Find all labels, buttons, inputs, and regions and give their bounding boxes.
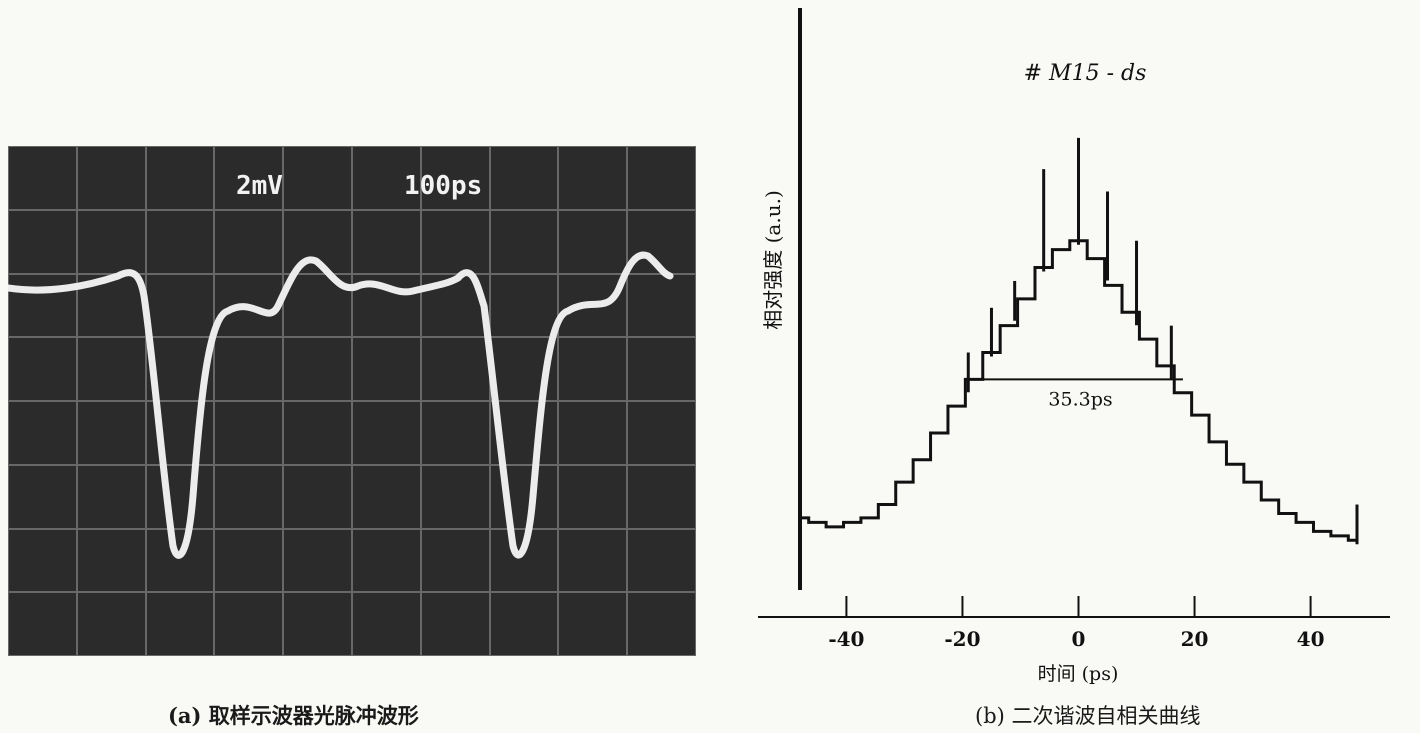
x-tick-label: -40 (828, 627, 864, 651)
pulse-waveform (8, 251, 674, 559)
oscilloscope-grid (8, 146, 696, 656)
autocorrelation-chart: -40 -20 0 20 40 35.3ps # M15 - ds 时间 (ps) 相对… (758, 8, 1390, 685)
chart-annotation: 35.3ps (978, 378, 1183, 410)
chart-spikes (966, 137, 1359, 545)
y-axis-label: 相对强度 (a.u.) (761, 190, 785, 329)
chart-title: # M15 - ds (1024, 61, 1147, 86)
oscilloscope-photo: 2mV 100ps (8, 146, 696, 656)
caption-b: (b) 二次谐波自相关曲线 (975, 704, 1201, 728)
chart-axes (758, 8, 1390, 618)
x-tick-label: 20 (1181, 627, 1209, 651)
scope-label-voltage: 2mV (236, 171, 283, 201)
scope-label-time: 100ps (404, 171, 482, 201)
chart-ticks (845, 596, 1312, 617)
fwhm-label: 35.3ps (1048, 388, 1112, 410)
x-tick-label: 0 (1072, 627, 1086, 651)
caption-a: (a) 取样示波器光脉冲波形 (168, 703, 419, 728)
x-axis-label: 时间 (ps) (1038, 663, 1119, 685)
x-tick-label: -20 (944, 627, 980, 651)
oscilloscope-screen: 2mV 100ps (8, 146, 696, 656)
x-tick-label: 40 (1297, 627, 1325, 651)
chart-tick-labels: -40 -20 0 20 40 (828, 627, 1324, 651)
